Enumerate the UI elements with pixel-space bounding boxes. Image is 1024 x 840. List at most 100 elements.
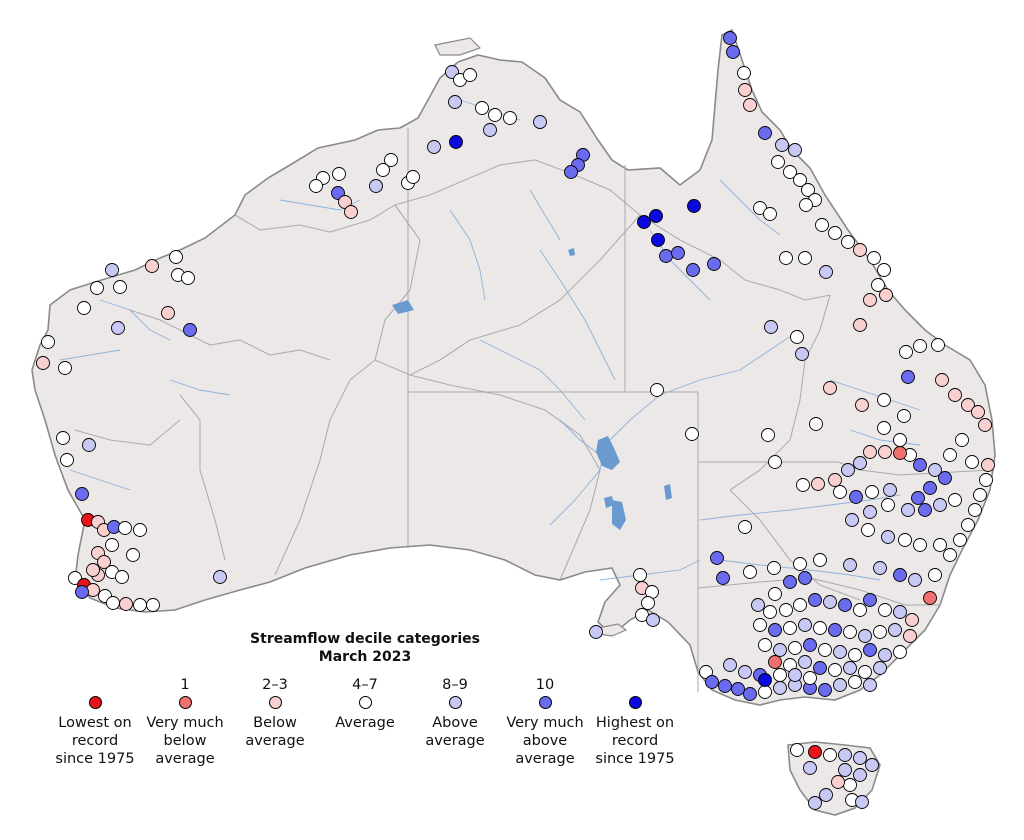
legend-item-label: Average [335, 715, 395, 731]
station-marker [686, 263, 700, 277]
station-marker [788, 143, 802, 157]
station-marker [758, 638, 772, 652]
station-marker [943, 448, 957, 462]
station-marker [77, 301, 91, 315]
station-marker [106, 596, 120, 610]
legend-item-decile-10: 10 Very much above average [495, 676, 595, 768]
legend-item-label: Very much below average [146, 715, 224, 767]
station-marker [879, 288, 893, 302]
station-marker [641, 596, 655, 610]
station-marker [738, 520, 752, 534]
station-marker [650, 383, 664, 397]
station-marker [948, 493, 962, 507]
station-marker [849, 490, 863, 504]
station-marker [853, 456, 867, 470]
station-marker [818, 643, 832, 657]
station-marker [828, 473, 842, 487]
station-marker [743, 687, 757, 701]
legend-swatch-highest [628, 696, 642, 709]
station-marker [893, 446, 907, 460]
legend-item-lowest: Lowest on record since 1975 [45, 676, 145, 768]
station-marker [309, 179, 323, 193]
station-marker [878, 445, 892, 459]
station-marker [801, 183, 815, 197]
station-marker [893, 433, 907, 447]
legend-title: Streamflow decile categories March 2023 [200, 630, 530, 666]
lake-torrens [612, 500, 626, 530]
station-marker [961, 518, 975, 532]
lakes [392, 248, 672, 530]
station-marker [773, 643, 787, 657]
legend-item-decile-2-3: 2–3 Below average [225, 676, 325, 750]
legend-item-number [585, 676, 685, 694]
station-marker [873, 661, 887, 675]
station-marker [133, 598, 147, 612]
station-marker [965, 455, 979, 469]
station-marker [897, 409, 911, 423]
station-marker [589, 625, 603, 639]
station-marker [105, 263, 119, 277]
legend-item-decile-4-7: 4–7 Average [315, 676, 415, 732]
station-marker [475, 101, 489, 115]
station-marker [893, 645, 907, 659]
station-marker [773, 681, 787, 695]
station-marker [968, 503, 982, 517]
station-marker [843, 661, 857, 675]
station-marker [738, 665, 752, 679]
station-marker [833, 645, 847, 659]
station-marker [793, 173, 807, 187]
station-marker [818, 683, 832, 697]
station-marker [819, 788, 833, 802]
station-marker [898, 533, 912, 547]
station-marker [833, 678, 847, 692]
legend-item-label: Lowest on record since 1975 [55, 715, 135, 767]
legend-item-label: Below average [245, 715, 305, 749]
station-marker [828, 226, 842, 240]
station-marker [503, 111, 517, 125]
station-marker [115, 570, 129, 584]
station-marker [533, 115, 547, 129]
station-marker [841, 463, 855, 477]
station-marker [651, 233, 665, 247]
station-marker [332, 167, 346, 181]
station-marker [779, 603, 793, 617]
legend-item-number [45, 676, 145, 694]
legend-subtitle-line: March 2023 [318, 649, 412, 665]
legend-swatch-decile-2-3 [268, 696, 282, 709]
station-marker [763, 605, 777, 619]
station-marker [763, 207, 777, 221]
legend-title-line: Streamflow decile categories [250, 631, 480, 647]
lake-eyre [596, 436, 620, 470]
station-marker [893, 605, 907, 619]
station-marker [737, 66, 751, 80]
station-marker [888, 623, 902, 637]
station-marker [863, 293, 877, 307]
station-marker [448, 95, 462, 109]
station-marker [863, 678, 877, 692]
station-marker [761, 428, 775, 442]
basin-boundaries [74, 159, 861, 601]
station-marker [819, 265, 833, 279]
legend-item-decile-8-9: 8–9 Above average [405, 676, 505, 750]
station-marker [213, 570, 227, 584]
station-marker [911, 491, 925, 505]
station-marker [58, 361, 72, 375]
station-marker [948, 388, 962, 402]
station-marker [933, 538, 947, 552]
station-marker [873, 561, 887, 575]
station-marker [978, 418, 992, 432]
station-marker [823, 595, 837, 609]
station-marker [855, 795, 869, 809]
station-marker [813, 621, 827, 635]
station-marker [483, 123, 497, 137]
station-marker [838, 748, 852, 762]
legend-swatch-lowest [88, 696, 102, 709]
station-marker [726, 45, 740, 59]
station-marker [863, 643, 877, 657]
station-marker [798, 251, 812, 265]
station-marker [406, 170, 420, 184]
station-marker [783, 165, 797, 179]
station-marker [111, 321, 125, 335]
station-marker [823, 748, 837, 762]
